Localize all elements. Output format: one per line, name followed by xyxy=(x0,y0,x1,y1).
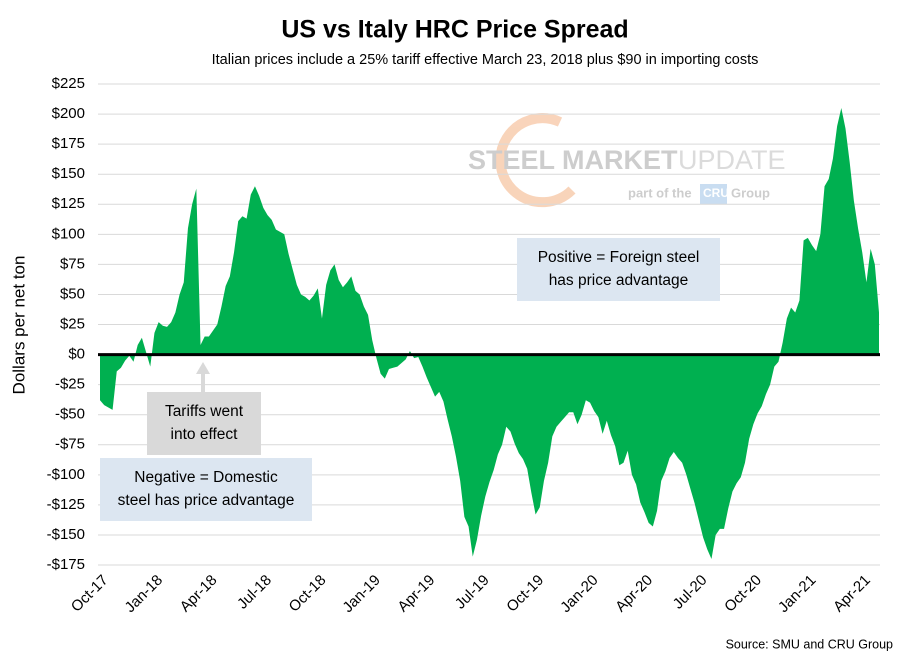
x-tick-label: Jan-20 xyxy=(557,572,601,616)
watermark-text: Group xyxy=(731,185,770,200)
y-tick-label: $50 xyxy=(60,285,85,302)
x-tick-label: Jan-21 xyxy=(775,572,819,616)
annotation: Tariffs went into effect xyxy=(147,392,261,455)
source: Source: SMU and CRU Group xyxy=(726,637,893,651)
annotation-box xyxy=(147,392,261,455)
x-tick-label: Jul-18 xyxy=(234,572,275,613)
watermark-text: part of the xyxy=(628,185,692,200)
annotation-text: Tariffs went xyxy=(165,403,244,420)
y-tick-label: $75 xyxy=(60,255,85,272)
annotation-box xyxy=(100,458,312,521)
watermark-brand: STEEL MARKET xyxy=(468,145,678,175)
y-tick-label: -$175 xyxy=(47,556,85,573)
y-axis-label: Dollars per net ton xyxy=(9,256,28,395)
annotation-text: into effect xyxy=(171,426,239,443)
x-tick-label: Apr-19 xyxy=(394,572,438,616)
x-tick-label: Oct-17 xyxy=(68,572,112,616)
y-tick-label: $200 xyxy=(52,105,85,122)
x-tick-label: Apr-21 xyxy=(830,572,874,616)
x-tick-label: Jan-19 xyxy=(339,572,383,616)
annotation-arrowhead xyxy=(196,362,210,374)
y-tick-label: -$25 xyxy=(55,376,85,393)
x-tick-label: Oct-18 xyxy=(286,572,330,616)
annotation: Positive = Foreign steel has price advant… xyxy=(517,238,720,301)
watermark-swoosh xyxy=(495,113,576,208)
x-tick-label: Apr-20 xyxy=(612,572,656,616)
y-tick-label: -$100 xyxy=(47,466,85,483)
annotation: Negative = Domestic steel has price advan… xyxy=(100,458,312,521)
y-tick-label: -$150 xyxy=(47,526,85,543)
y-tick-label: $0 xyxy=(68,346,85,363)
annotation-text: Positive = Foreign steel xyxy=(538,249,700,266)
watermark-text: CRU xyxy=(703,186,729,200)
area xyxy=(100,108,879,559)
chart-title: US vs Italy HRC Price Spread xyxy=(281,16,628,44)
annotation-text: has price advantage xyxy=(549,272,689,289)
x-tick-label: Oct-19 xyxy=(503,572,547,616)
y-tick-label: $25 xyxy=(60,315,85,332)
x-tick-label: Jul-20 xyxy=(670,572,711,613)
y-tick-label: $125 xyxy=(52,195,85,212)
watermark-brand: UPDATE xyxy=(678,145,786,175)
y-tick-label: $175 xyxy=(52,135,85,152)
chart-subtitle: Italian prices include a 25% tariff effe… xyxy=(212,52,759,68)
watermark: STEEL MARKET UPDATE part of the CRU Grou… xyxy=(468,113,786,208)
y-tick-label: $225 xyxy=(52,75,85,92)
watermark-box xyxy=(700,184,727,204)
annotation-text: Negative = Domestic xyxy=(134,469,278,486)
y-tick-label: $150 xyxy=(52,165,85,182)
x-tick-label: Jul-19 xyxy=(452,572,493,613)
y-tick-label: -$50 xyxy=(55,406,85,423)
y-tick-label: $100 xyxy=(52,225,85,242)
annotation-text: steel has price advantage xyxy=(118,492,295,509)
annotation-box xyxy=(517,238,720,301)
y-tick-label: -$75 xyxy=(55,436,85,453)
x-tick-label: Jan-18 xyxy=(122,572,166,616)
y-tick-label: -$125 xyxy=(47,496,85,513)
x-tick-label: Apr-18 xyxy=(177,572,221,616)
x-tick-label: Oct-20 xyxy=(721,572,765,616)
